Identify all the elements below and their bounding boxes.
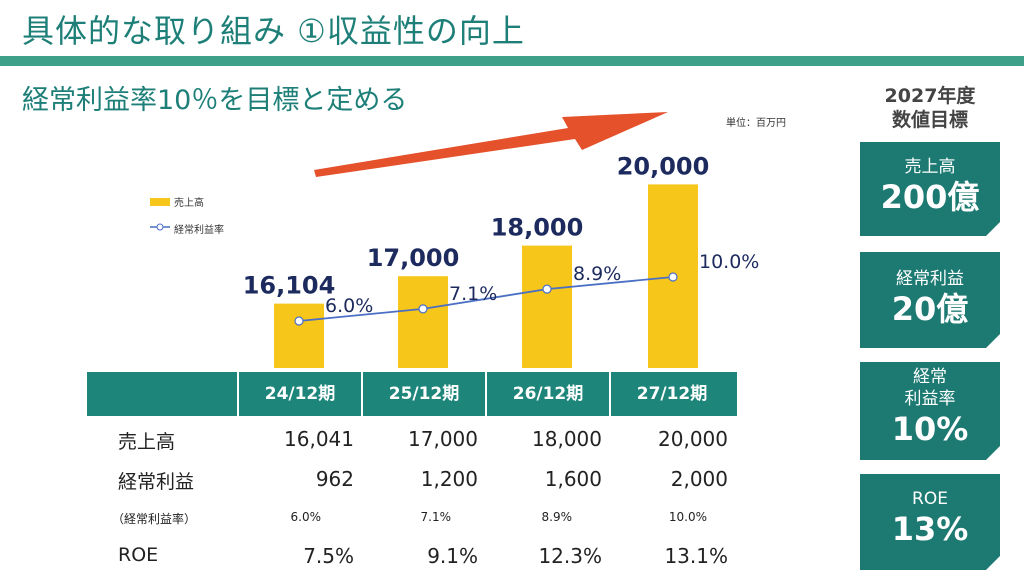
- margin-point: [668, 272, 678, 282]
- margin-value-label: 6.0%: [325, 295, 373, 317]
- bar-revenue: [398, 276, 448, 368]
- target-margin: 経常 利益率 10%: [860, 362, 1000, 460]
- bar-value-label: 17,000: [367, 244, 460, 272]
- trend-arrow: [314, 112, 668, 177]
- margin-point: [418, 304, 428, 314]
- targets-heading: 2027年度 数値目標: [860, 84, 1000, 132]
- period-header-4: 27/12期: [636, 384, 708, 404]
- bar-revenue: [274, 303, 324, 368]
- margin-point: [542, 284, 552, 294]
- legend-label-revenue: 売上高: [174, 198, 204, 209]
- header-separator: [361, 372, 363, 416]
- table-cell: 8.9%: [541, 510, 573, 524]
- table-header-band: [87, 372, 737, 416]
- table-cell: 12.3%: [538, 544, 602, 568]
- table-cell: 10.0%: [668, 510, 707, 524]
- header-separator: [237, 372, 239, 416]
- table-cell: 16,041: [284, 427, 354, 451]
- target-label: ROE: [912, 489, 948, 509]
- table-cell: 20,000: [658, 427, 728, 451]
- target-roe: ROE 13%: [860, 474, 1000, 570]
- legend-swatch-margin: [150, 223, 170, 231]
- header-separator: [609, 372, 611, 416]
- table-cell: 1,200: [420, 467, 478, 491]
- margin-point: [294, 316, 304, 326]
- table-cell: 13.1%: [664, 544, 728, 568]
- table-cell: 7.5%: [303, 544, 354, 568]
- table-cell: 2,000: [670, 467, 728, 491]
- margin-line: [298, 276, 674, 322]
- period-header-1: 24/12期: [264, 384, 336, 404]
- table-cell: 7.1%: [420, 510, 452, 524]
- bar-revenue: [522, 245, 572, 368]
- target-revenue: 売上高 200億: [860, 142, 1000, 236]
- margin-value-label: 10.0%: [699, 251, 759, 273]
- targets-heading-label: 数値目標: [891, 109, 968, 131]
- target-label: 経常利益: [896, 269, 964, 289]
- row-label-roe: ROE: [118, 544, 159, 566]
- title-divider: [0, 56, 1024, 66]
- targets-heading-year: 2027年度: [884, 85, 976, 107]
- header-separator: [485, 372, 487, 416]
- table-cell: 6.0%: [290, 510, 322, 524]
- page-subtitle: 経常利益率10％を目標と定める: [22, 85, 408, 116]
- table-cell: 9.1%: [427, 544, 478, 568]
- target-ordinary-profit: 経常利益 20億: [860, 252, 1000, 348]
- target-value: 200億: [880, 178, 980, 216]
- target-value: 10%: [891, 410, 969, 448]
- period-header-3: 26/12期: [512, 384, 584, 404]
- page-title: 具体的な取り組み ①収益性の向上: [22, 12, 525, 50]
- row-label-margin: （経常利益率）: [112, 512, 197, 526]
- legend-label-margin: 経常利益率: [174, 225, 224, 236]
- legend-swatch-revenue: [150, 198, 170, 206]
- table-cell: 962: [315, 467, 354, 491]
- row-label-revenue: 売上高: [118, 431, 176, 453]
- row-label-ordinary-profit: 経常利益: [118, 471, 195, 493]
- margin-value-label: 7.1%: [449, 283, 497, 305]
- bar-value-label: 18,000: [491, 214, 584, 242]
- target-value: 13%: [891, 510, 969, 548]
- target-label-line2: 利益率: [904, 389, 956, 409]
- target-label-line1: 経常: [913, 367, 947, 387]
- target-value: 20億: [891, 290, 969, 328]
- unit-note: 単位：百万円: [726, 118, 786, 129]
- table-cell: 17,000: [408, 427, 478, 451]
- bar-value-label: 16,104: [243, 272, 336, 300]
- target-label: 売上高: [904, 157, 956, 177]
- table-cell: 18,000: [532, 427, 602, 451]
- table-cell: 1,600: [544, 467, 602, 491]
- period-header-2: 25/12期: [388, 384, 460, 404]
- margin-value-label: 8.9%: [573, 263, 621, 285]
- bar-value-label: 20,000: [617, 152, 710, 180]
